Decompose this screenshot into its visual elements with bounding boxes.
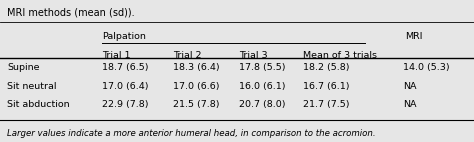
- Text: 18.7 (6.5): 18.7 (6.5): [102, 63, 148, 72]
- Text: 14.0 (5.3): 14.0 (5.3): [403, 63, 449, 72]
- Text: Palpation: Palpation: [102, 32, 146, 41]
- Text: 17.0 (6.4): 17.0 (6.4): [102, 82, 148, 91]
- Text: Trial 2: Trial 2: [173, 51, 201, 60]
- Text: 17.8 (5.5): 17.8 (5.5): [239, 63, 286, 72]
- Text: 16.7 (6.1): 16.7 (6.1): [303, 82, 350, 91]
- Text: NA: NA: [403, 100, 416, 109]
- Text: Supine: Supine: [7, 63, 40, 72]
- Text: 18.2 (5.8): 18.2 (5.8): [303, 63, 350, 72]
- Text: MRI: MRI: [405, 32, 423, 41]
- Text: 18.3 (6.4): 18.3 (6.4): [173, 63, 219, 72]
- Text: Trial 3: Trial 3: [239, 51, 268, 60]
- Text: 22.9 (7.8): 22.9 (7.8): [102, 100, 148, 109]
- Text: MRI methods (mean (sd)).: MRI methods (mean (sd)).: [7, 8, 135, 18]
- Text: Trial 1: Trial 1: [102, 51, 130, 60]
- Text: Mean of 3 trials: Mean of 3 trials: [303, 51, 377, 60]
- Text: 21.7 (7.5): 21.7 (7.5): [303, 100, 350, 109]
- Text: 21.5 (7.8): 21.5 (7.8): [173, 100, 219, 109]
- Text: Sit neutral: Sit neutral: [7, 82, 56, 91]
- Text: 17.0 (6.6): 17.0 (6.6): [173, 82, 219, 91]
- Text: Larger values indicate a more anterior humeral head, in comparison to the acromi: Larger values indicate a more anterior h…: [7, 129, 376, 137]
- Text: NA: NA: [403, 82, 416, 91]
- Text: 20.7 (8.0): 20.7 (8.0): [239, 100, 286, 109]
- Text: Sit abduction: Sit abduction: [7, 100, 70, 109]
- Text: 16.0 (6.1): 16.0 (6.1): [239, 82, 286, 91]
